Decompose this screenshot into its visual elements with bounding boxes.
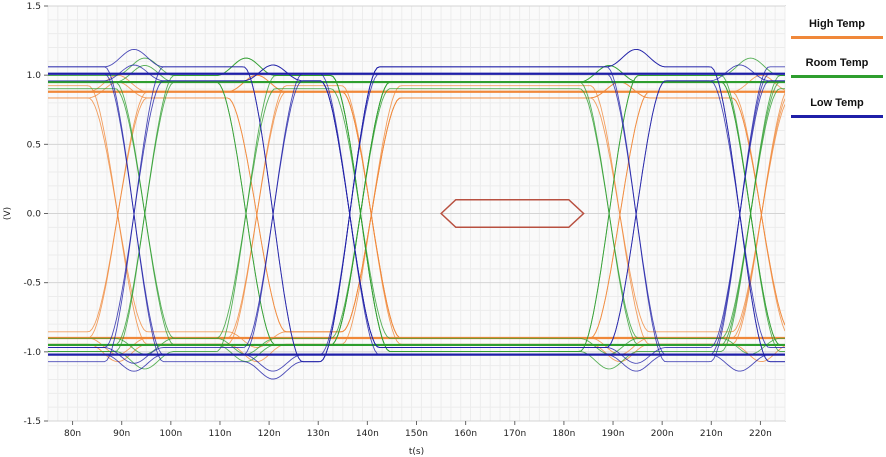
x-tick-label: 140n — [356, 429, 379, 439]
x-tick-label: 130n — [307, 429, 330, 439]
legend-label-room-temp: Room Temp — [805, 57, 869, 69]
x-tick-label: 120n — [258, 429, 281, 439]
y-tick-label: -1.0 — [23, 348, 41, 358]
legend-swatch-high-temp — [791, 36, 883, 39]
x-tick-label: 100n — [159, 429, 182, 439]
y-axis-label: (V) — [3, 207, 13, 220]
traces — [48, 48, 785, 380]
series-low-temp — [48, 48, 785, 380]
x-tick-label: 180n — [552, 429, 575, 439]
x-axis-label: t(s) — [409, 447, 424, 457]
x-tick-label: 160n — [454, 429, 477, 439]
eye-trace — [48, 73, 785, 372]
y-tick-label: 0.0 — [27, 210, 42, 220]
x-tick-label: 90n — [113, 429, 130, 439]
x-tick-label: 210n — [700, 429, 723, 439]
x-tick-label: 170n — [503, 429, 526, 439]
eye-trace — [48, 65, 785, 362]
x-tick-label: 220n — [749, 429, 772, 439]
eye-trace — [48, 64, 785, 364]
y-tick-label: 1.5 — [27, 2, 41, 12]
x-tick-label: 110n — [209, 429, 232, 439]
eye-mask — [440, 198, 585, 229]
x-tick-label: 200n — [651, 429, 674, 439]
legend-label-low-temp: Low Temp — [810, 97, 864, 109]
eye-trace — [48, 48, 785, 380]
y-tick-label: 0.5 — [27, 140, 41, 150]
legend-swatch-low-temp — [791, 115, 883, 118]
legend-item-high-temp: High Temp — [789, 18, 885, 39]
eye-trace — [48, 81, 785, 348]
y-tick-label: -1.5 — [23, 417, 41, 427]
x-tick-label: 190n — [602, 429, 625, 439]
y-tick-label: 1.0 — [27, 71, 42, 81]
eye-trace — [48, 88, 785, 355]
legend-item-low-temp: Low Temp — [789, 97, 885, 118]
legend-item-room-temp: Room Temp — [789, 57, 885, 78]
y-tick-label: -0.5 — [23, 279, 41, 289]
legend-swatch-room-temp — [791, 75, 883, 78]
x-tick-label: 150n — [405, 429, 428, 439]
legend-label-high-temp: High Temp — [808, 18, 865, 30]
x-tick-label: 80n — [64, 429, 81, 439]
